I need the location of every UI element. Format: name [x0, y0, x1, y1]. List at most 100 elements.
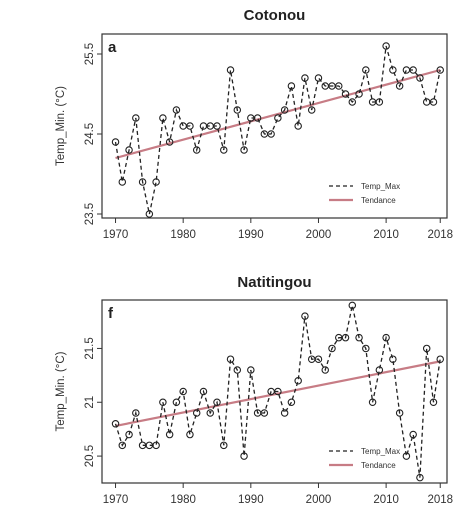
data-point: [118, 441, 127, 450]
plot-frame: [101, 299, 448, 484]
data-point: [375, 366, 384, 374]
data-point: [314, 355, 323, 363]
y-tick-label: 21: [84, 396, 96, 409]
series-line-temp-max: [114, 45, 441, 215]
data-point: [348, 98, 357, 106]
y-axis-label: Temp_Min. (°C): [55, 86, 67, 166]
y-tick-label: 21.5: [84, 337, 96, 359]
data-point: [274, 114, 282, 122]
data-point: [402, 66, 411, 74]
data-point: [429, 398, 438, 407]
data-point: [348, 301, 357, 310]
legend-label-temp-max: Temp_Max: [361, 447, 400, 456]
data-point: [247, 366, 255, 374]
x-tick-label: 1980: [170, 494, 196, 506]
data-point: [159, 114, 167, 122]
legend-label-tendance: Tendance: [361, 196, 396, 205]
data-point: [179, 122, 187, 130]
data-point: [409, 430, 417, 439]
legend-label-tendance: Tendance: [361, 461, 396, 470]
x-tick-label: 2018: [427, 494, 453, 506]
panel-label: f: [108, 305, 114, 322]
data-point: [409, 66, 417, 74]
trend-line: [115, 360, 441, 428]
data-point: [138, 178, 147, 186]
data-point: [389, 66, 397, 74]
data-point: [341, 333, 350, 342]
x-tick-label: 2010: [373, 494, 399, 506]
data-point: [436, 66, 444, 74]
data-point: [389, 355, 397, 363]
data-point: [335, 82, 343, 90]
y-tick-label: 23.5: [84, 203, 96, 225]
data-point: [436, 355, 444, 363]
data-point: [328, 344, 336, 353]
data-point: [416, 473, 424, 482]
x-tick-label: 1990: [238, 494, 264, 506]
data-point: [192, 146, 201, 154]
data-point: [118, 178, 127, 186]
data-point: [280, 106, 289, 114]
y-axis-label: Temp_Min. (°C): [55, 351, 67, 431]
data-point: [368, 398, 377, 407]
data-point: [240, 146, 248, 154]
series-line-temp-max: [114, 305, 441, 478]
chart-title: Natitingou: [237, 274, 311, 291]
data-point: [165, 430, 174, 439]
data-point: [226, 355, 235, 363]
data-point: [199, 387, 208, 396]
data-point: [375, 98, 384, 106]
data-point: [260, 409, 269, 417]
data-point: [179, 387, 187, 396]
data-point: [125, 146, 133, 154]
data-point: [111, 138, 120, 146]
data-point: [382, 42, 390, 50]
data-point: [395, 82, 404, 90]
data-point: [132, 409, 140, 417]
data-point: [165, 138, 174, 146]
data-point: [233, 366, 242, 374]
data-point: [321, 366, 329, 374]
data-point: [111, 420, 120, 428]
data-point: [355, 333, 363, 342]
y-tick-label: 25.5: [84, 43, 96, 65]
data-point: [307, 106, 316, 114]
x-tick-label: 1990: [238, 229, 264, 241]
trend-line: [115, 68, 441, 160]
data-point: [253, 114, 262, 122]
data-point: [280, 409, 289, 417]
data-point: [159, 398, 167, 407]
data-point: [213, 122, 221, 130]
legend-label-temp-max: Temp_Max: [361, 182, 400, 191]
data-point: [152, 441, 160, 450]
chart-panel-2: Natitingou f 20.5 21 21.5 1970 1980 1990 2000 201…: [55, 274, 453, 506]
data-point: [422, 344, 431, 353]
x-tick-label: 1970: [103, 494, 129, 506]
data-point: [382, 333, 390, 342]
data-point: [240, 452, 248, 460]
y-tick-label: 24.5: [84, 123, 96, 145]
x-tick-label: 2000: [306, 229, 332, 241]
data-point: [314, 74, 323, 82]
data-point: [233, 106, 242, 114]
data-point: [294, 122, 302, 130]
data-point: [301, 312, 309, 320]
chart-title: Cotonou: [244, 7, 306, 24]
data-point: [287, 82, 296, 90]
data-point: [341, 90, 350, 98]
data-point: [145, 210, 154, 218]
data-point: [274, 387, 282, 396]
data-point: [287, 398, 296, 407]
data-point: [362, 344, 370, 353]
x-tick-label: 1970: [103, 229, 129, 241]
data-point: [362, 66, 370, 74]
data-point: [226, 66, 235, 74]
plot-frame: [101, 33, 448, 219]
panel-label: a: [108, 39, 117, 56]
data-point: [132, 114, 140, 122]
data-point: [301, 74, 309, 82]
x-tick-label: 2010: [373, 229, 399, 241]
x-tick-label: 2018: [427, 229, 453, 241]
x-tick-label: 1980: [170, 229, 196, 241]
